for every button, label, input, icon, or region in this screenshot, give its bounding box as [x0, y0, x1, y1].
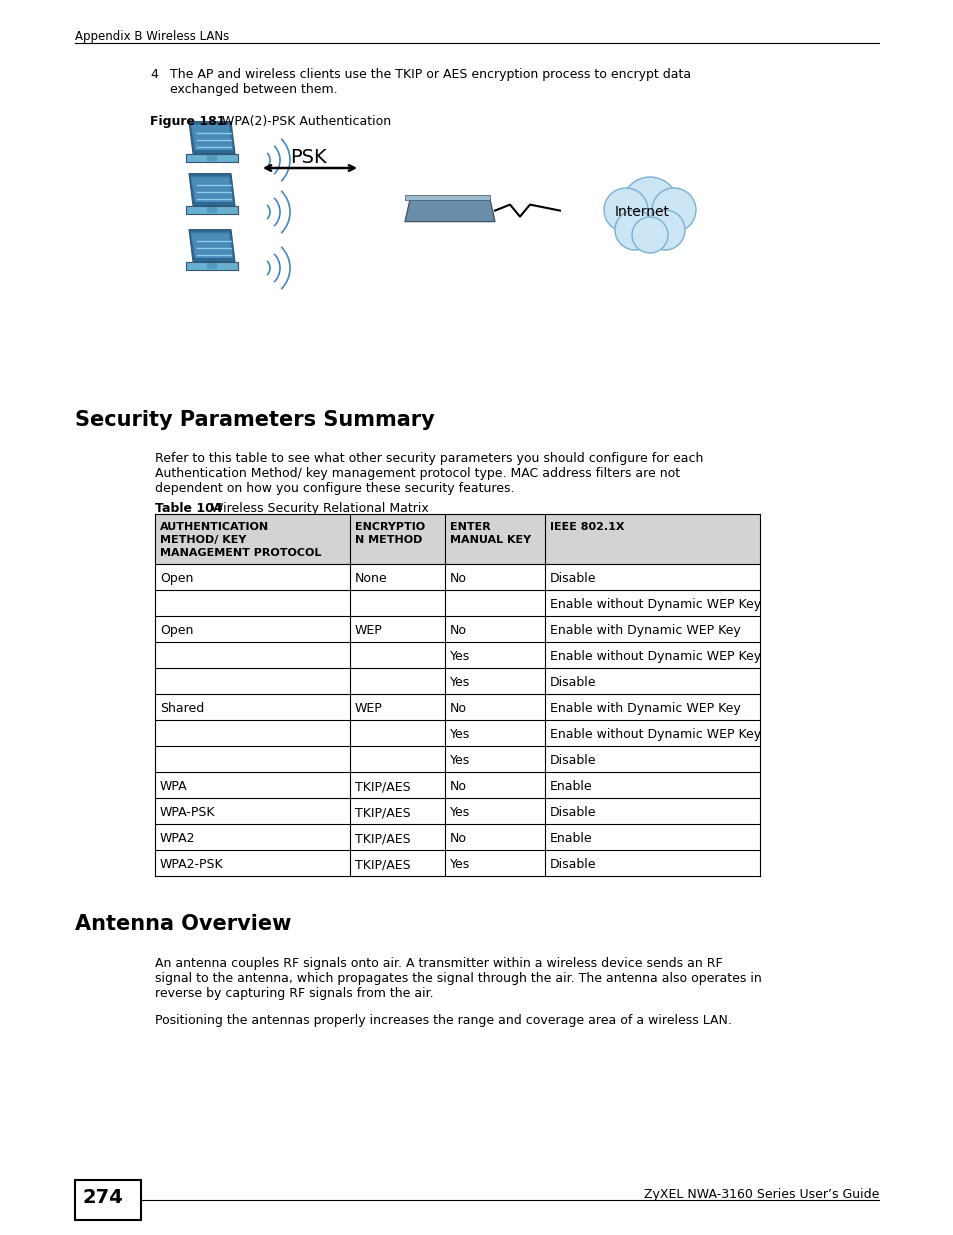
Text: Disable: Disable	[550, 858, 596, 871]
Text: Appendix B Wireless LANs: Appendix B Wireless LANs	[75, 30, 229, 43]
Text: Yes: Yes	[450, 676, 470, 689]
Text: An antenna couples RF signals onto air. A transmitter within a wireless device s: An antenna couples RF signals onto air. …	[154, 957, 760, 1000]
Bar	[154, 798, 760, 824]
Circle shape	[603, 188, 647, 232]
Text: ENCRYPTIO: ENCRYPTIO	[355, 522, 425, 532]
Text: Enable with Dynamic WEP Key: Enable with Dynamic WEP Key	[550, 624, 740, 637]
Polygon shape	[405, 195, 490, 200]
Bar	[154, 772, 760, 798]
Text: WPA2: WPA2	[160, 832, 195, 845]
Text: 274: 274	[83, 1188, 124, 1207]
Text: No: No	[450, 701, 467, 715]
Text: Internet: Internet	[615, 205, 669, 219]
Text: Yes: Yes	[450, 755, 470, 767]
Text: Yes: Yes	[450, 650, 470, 663]
Text: Yes: Yes	[450, 806, 470, 819]
Bar	[207, 263, 216, 268]
Text: Disable: Disable	[550, 755, 596, 767]
Text: Figure 181: Figure 181	[150, 115, 225, 128]
Text: WEP: WEP	[355, 624, 382, 637]
Text: Positioning the antennas properly increases the range and coverage area of a wir: Positioning the antennas properly increa…	[154, 1014, 731, 1028]
Text: TKIP/AES: TKIP/AES	[355, 858, 410, 871]
Text: Table 104: Table 104	[154, 501, 222, 515]
Text: AUTHENTICATION: AUTHENTICATION	[160, 522, 269, 532]
Text: Yes: Yes	[450, 727, 470, 741]
Bar	[154, 616, 760, 642]
Text: Enable without Dynamic WEP Key: Enable without Dynamic WEP Key	[550, 598, 760, 611]
Text: Yes: Yes	[450, 858, 470, 871]
Bar	[154, 720, 760, 746]
Text: No: No	[450, 624, 467, 637]
Text: IEEE 802.1X: IEEE 802.1X	[550, 522, 624, 532]
Circle shape	[631, 217, 667, 253]
Text: Enable without Dynamic WEP Key: Enable without Dynamic WEP Key	[550, 650, 760, 663]
Polygon shape	[189, 230, 234, 262]
Bar	[154, 850, 760, 876]
Polygon shape	[189, 174, 234, 205]
Text: WPA(2)-PSK Authentication: WPA(2)-PSK Authentication	[222, 115, 391, 128]
Circle shape	[651, 188, 696, 232]
Bar	[154, 590, 760, 616]
Text: Disable: Disable	[550, 806, 596, 819]
Circle shape	[644, 210, 684, 249]
Text: The AP and wireless clients use the TKIP or AES encryption process to encrypt da: The AP and wireless clients use the TKIP…	[170, 68, 690, 96]
Text: Disable: Disable	[550, 572, 596, 585]
Polygon shape	[191, 177, 233, 203]
Text: None: None	[355, 572, 387, 585]
Text: 4: 4	[150, 68, 157, 82]
Text: ZyXEL NWA-3160 Series User’s Guide: ZyXEL NWA-3160 Series User’s Guide	[643, 1188, 878, 1200]
Bar	[154, 514, 760, 564]
Polygon shape	[186, 262, 237, 269]
Polygon shape	[186, 153, 237, 162]
Text: Shared: Shared	[160, 701, 204, 715]
Text: Open: Open	[160, 624, 193, 637]
Text: WPA-PSK: WPA-PSK	[160, 806, 215, 819]
Text: Security Parameters Summary: Security Parameters Summary	[75, 410, 435, 430]
Text: Disable: Disable	[550, 676, 596, 689]
Text: TKIP/AES: TKIP/AES	[355, 832, 410, 845]
Text: PSK: PSK	[290, 148, 326, 167]
Text: N METHOD: N METHOD	[355, 535, 422, 545]
Text: TKIP/AES: TKIP/AES	[355, 781, 410, 793]
Bar	[154, 668, 760, 694]
Text: Enable: Enable	[550, 832, 592, 845]
Text: Antenna Overview: Antenna Overview	[75, 914, 291, 934]
Text: MANUAL KEY: MANUAL KEY	[450, 535, 531, 545]
Polygon shape	[191, 125, 233, 149]
Bar	[154, 746, 760, 772]
Circle shape	[621, 177, 678, 233]
Text: WEP: WEP	[355, 701, 382, 715]
Polygon shape	[405, 200, 495, 221]
Text: No: No	[450, 781, 467, 793]
Text: Enable with Dynamic WEP Key: Enable with Dynamic WEP Key	[550, 701, 740, 715]
Text: ENTER: ENTER	[450, 522, 490, 532]
Bar	[154, 642, 760, 668]
Text: Enable: Enable	[550, 781, 592, 793]
Text: WPA2-PSK: WPA2-PSK	[160, 858, 223, 871]
Text: METHOD/ KEY: METHOD/ KEY	[160, 535, 246, 545]
Text: No: No	[450, 572, 467, 585]
Bar	[154, 694, 760, 720]
Text: Wireless Security Relational Matrix: Wireless Security Relational Matrix	[211, 501, 428, 515]
Polygon shape	[189, 121, 234, 153]
Circle shape	[615, 210, 655, 249]
Bar	[207, 206, 216, 212]
Text: TKIP/AES: TKIP/AES	[355, 806, 410, 819]
Bar	[154, 824, 760, 850]
Polygon shape	[186, 205, 237, 214]
Text: No: No	[450, 832, 467, 845]
Text: Open: Open	[160, 572, 193, 585]
Text: WPA: WPA	[160, 781, 188, 793]
Text: MANAGEMENT PROTOCOL: MANAGEMENT PROTOCOL	[160, 548, 321, 558]
Polygon shape	[191, 232, 233, 258]
Text: Refer to this table to see what other security parameters you should configure f: Refer to this table to see what other se…	[154, 452, 702, 495]
Bar	[207, 154, 216, 161]
Bar	[154, 564, 760, 590]
Bar	[75, 1179, 141, 1220]
Text: Enable without Dynamic WEP Key: Enable without Dynamic WEP Key	[550, 727, 760, 741]
